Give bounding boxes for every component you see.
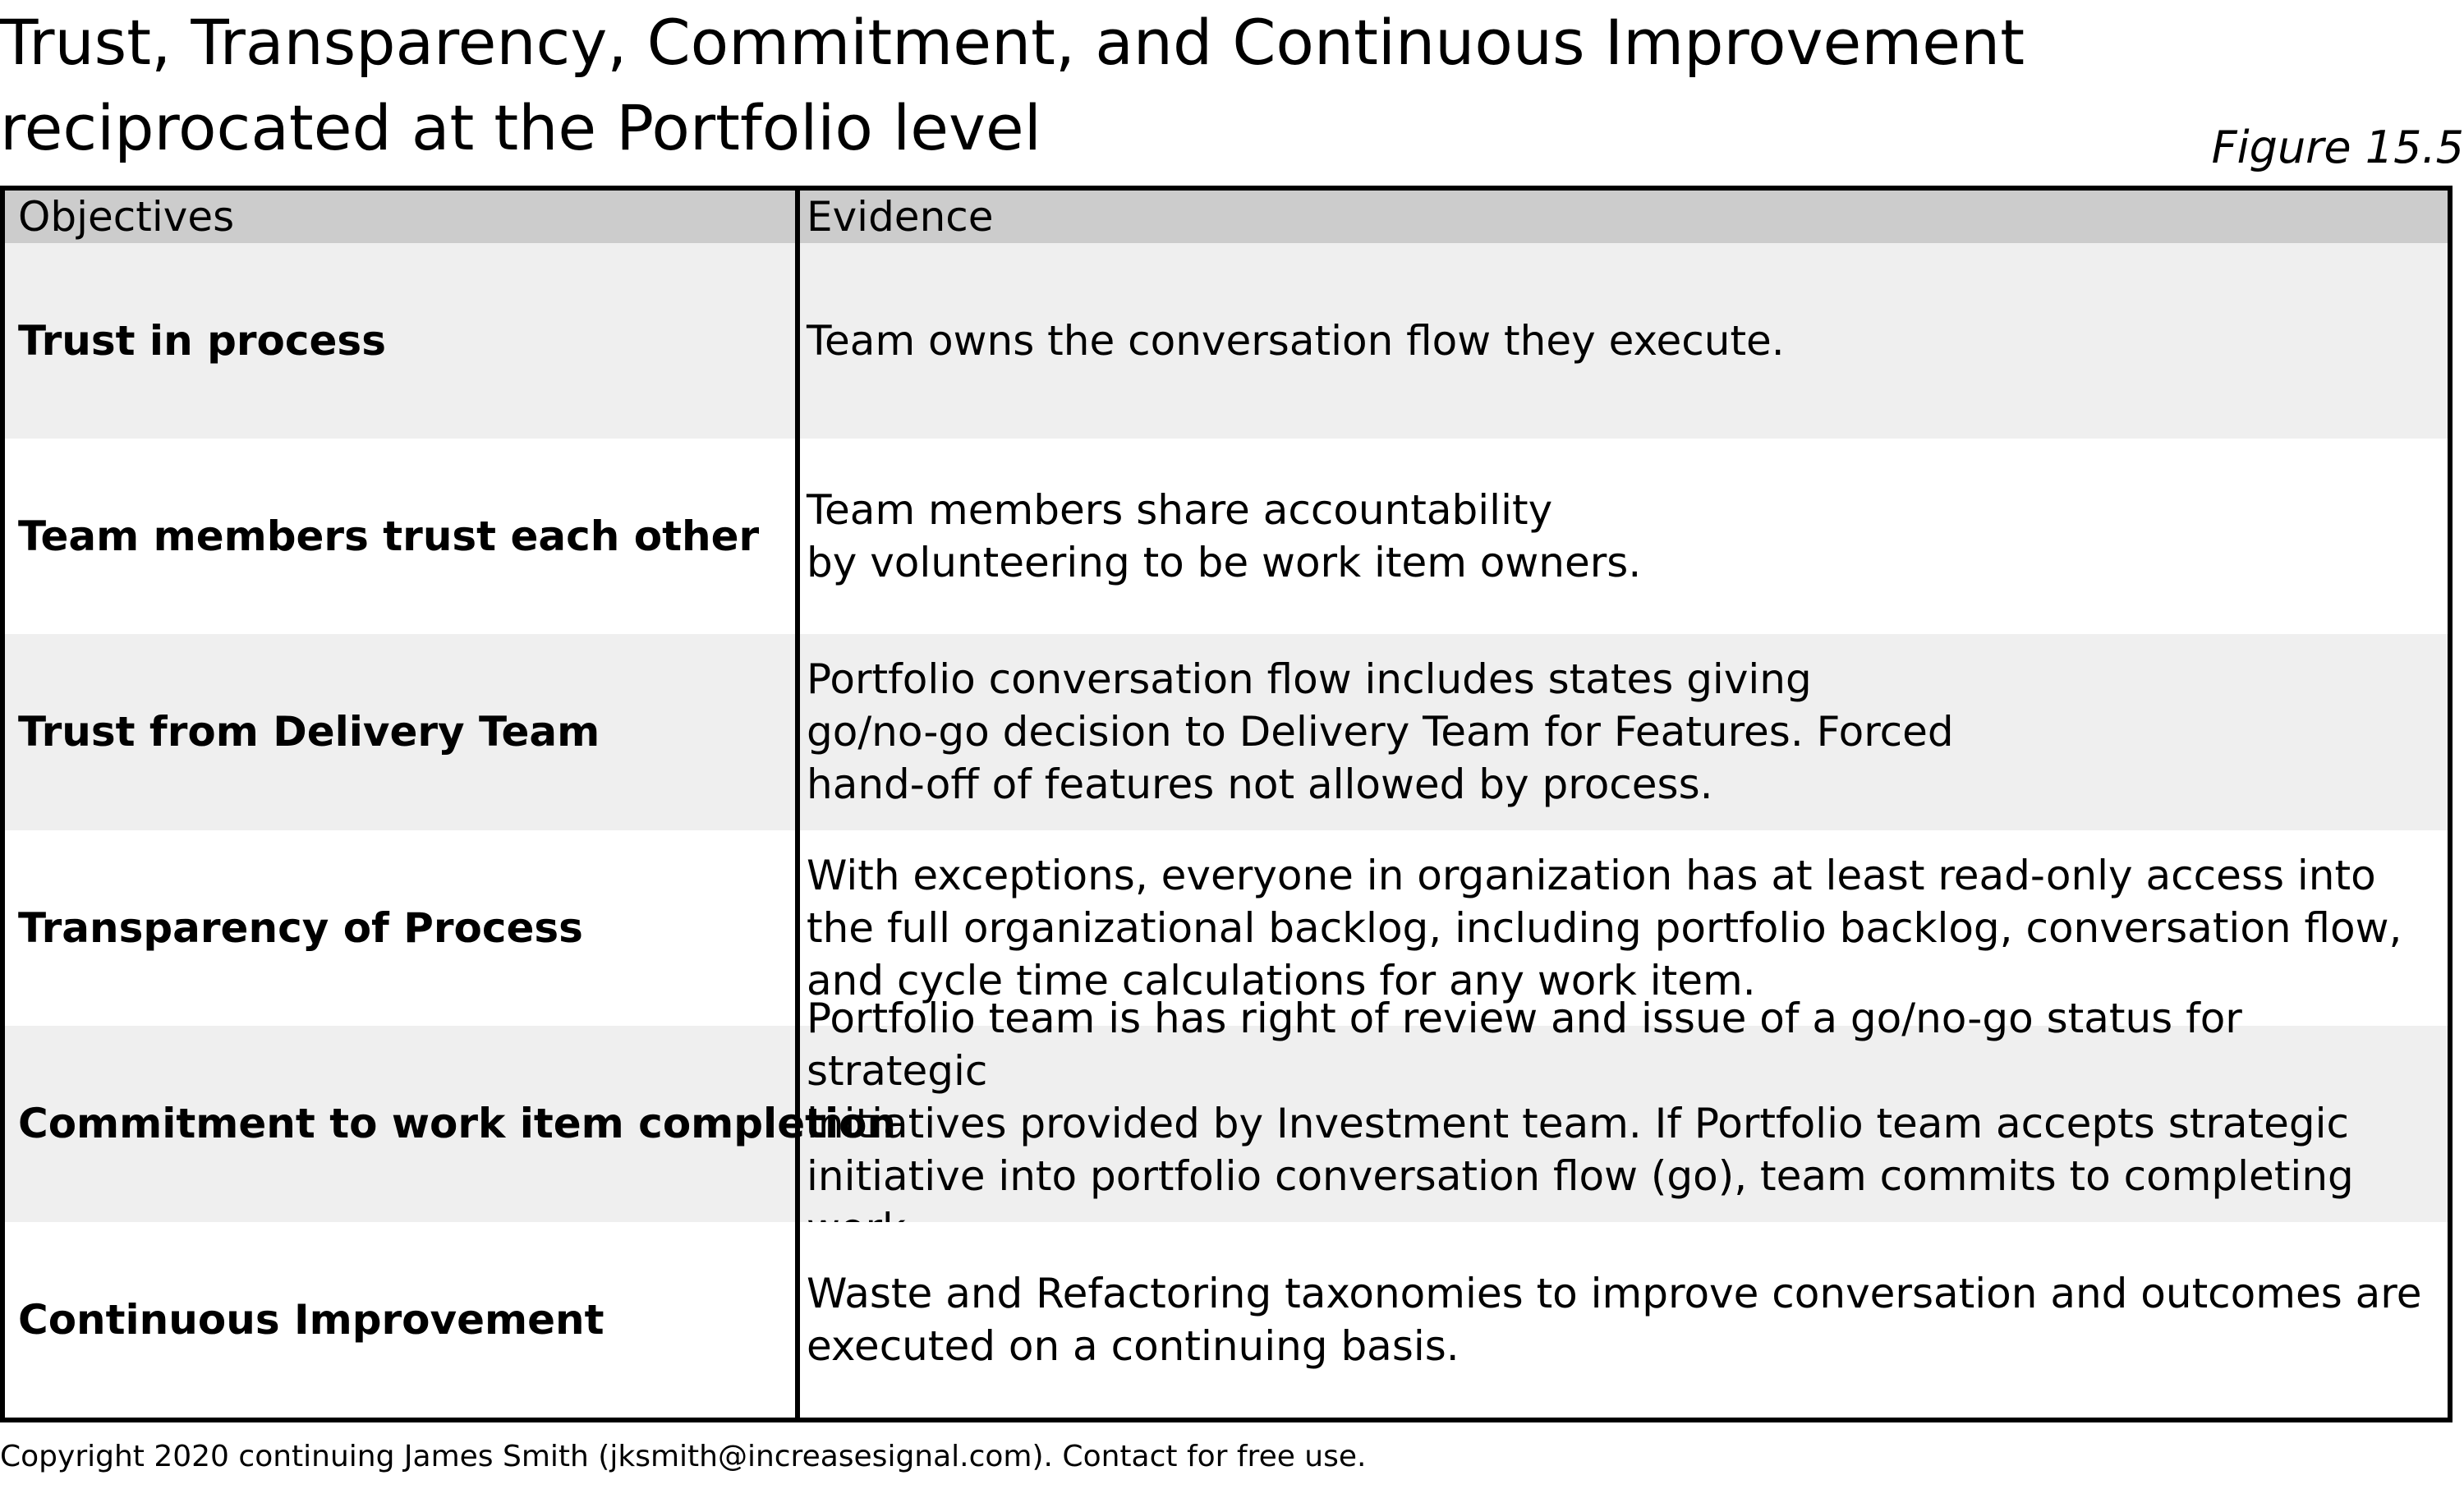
evidence-cell: Team members share accountability by vol… — [800, 439, 2448, 634]
table-row: Trust from Delivery Team Portfolio conve… — [5, 634, 2448, 830]
copyright-notice: Copyright 2020 continuing James Smith (j… — [0, 1440, 1367, 1473]
evidence-cell: With exceptions, everyone in organizatio… — [800, 830, 2448, 1026]
table-row: Transparency of Process With exceptions,… — [5, 830, 2448, 1026]
figure-label: Figure 15.5 — [2211, 122, 2464, 173]
objectives-evidence-table: Objectives Evidence Trust in process Tea… — [0, 186, 2453, 1422]
table-row: Commitment to work item completion Portf… — [5, 995, 2448, 1252]
evidence-cell: Team owns the conversation flow they exe… — [800, 243, 2448, 439]
evidence-text: Portfolio conversation flow includes sta… — [807, 655, 1954, 809]
evidence-text: Waste and Refactoring taxonomies to impr… — [807, 1269, 2422, 1370]
evidence-cell: Portfolio conversation flow includes sta… — [800, 634, 2448, 830]
table-header-row: Objectives Evidence — [5, 191, 2448, 243]
objective-cell: Transparency of Process — [5, 830, 800, 1026]
title-line-2: reciprocated at the Portfolio level — [0, 91, 1041, 164]
table-row: Continuous Improvement Waste and Refacto… — [5, 1221, 2448, 1418]
objective-cell: Commitment to work item completion — [5, 1025, 896, 1222]
evidence-text: Team owns the conversation flow they exe… — [807, 316, 1785, 365]
objective-cell: Trust from Delivery Team — [5, 634, 800, 830]
objective-cell: Continuous Improvement — [5, 1221, 800, 1418]
table-row: Trust in process Team owns the conversat… — [5, 242, 2448, 439]
evidence-text: Portfolio team is has right of review an… — [807, 995, 2354, 1252]
evidence-text: With exceptions, everyone in organizatio… — [807, 851, 2402, 1004]
evidence-cell: Waste and Refactoring taxonomies to impr… — [800, 1222, 2448, 1418]
evidence-cell: Portfolio team is has right of review an… — [800, 995, 2448, 1252]
evidence-text: Team members share accountability by vol… — [807, 486, 1642, 587]
header-objectives: Objectives — [5, 191, 800, 243]
page-title: Trust, Transparency, Commitment, and Con… — [0, 0, 2053, 171]
objective-cell: Trust in process — [5, 242, 800, 439]
objective-cell: Team members trust each other — [5, 439, 800, 635]
title-line-1: Trust, Transparency, Commitment, and Con… — [0, 6, 2025, 79]
table-row: Team members trust each other Team membe… — [5, 439, 2448, 635]
header-evidence: Evidence — [807, 192, 994, 241]
